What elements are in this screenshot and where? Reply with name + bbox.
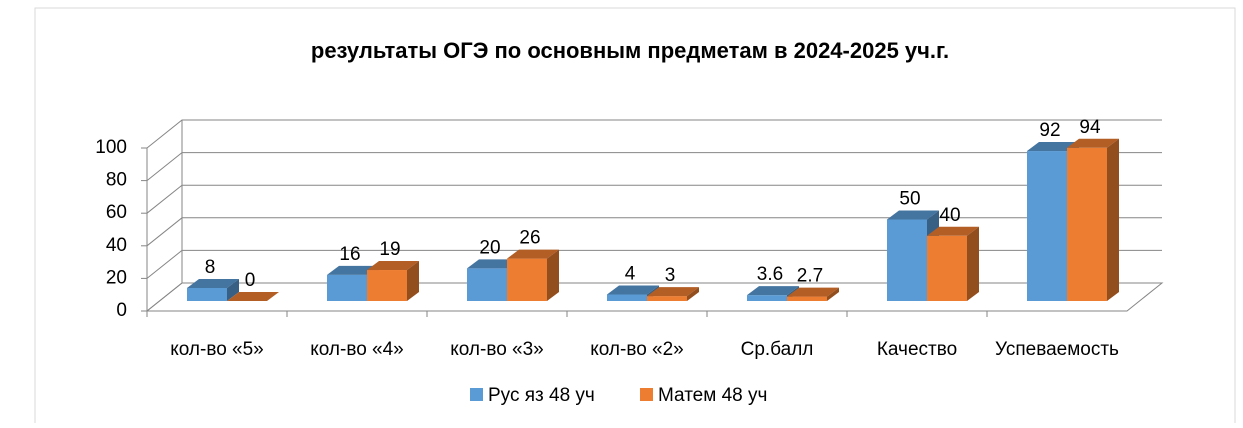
data-label: 3.6 [757, 264, 783, 285]
data-label: 40 [939, 205, 960, 226]
data-label: 8 [205, 257, 216, 278]
bar-side [687, 287, 699, 301]
bar-top [227, 292, 279, 301]
bar-top [467, 259, 519, 269]
legend-swatch [470, 388, 483, 401]
grid-line [146, 119, 1162, 149]
bar-front [747, 295, 787, 301]
bar-front [647, 296, 687, 301]
legend-label: Рус яз 48 уч [488, 385, 595, 406]
bar-front [467, 268, 507, 301]
bar-top [1067, 138, 1119, 148]
bar-front [1027, 151, 1067, 301]
chart-title: результаты ОГЭ по основным предметам в 2… [311, 38, 949, 63]
bar-front [187, 287, 227, 301]
data-label: 20 [479, 237, 500, 258]
legend-swatch [640, 388, 653, 401]
bar [507, 249, 559, 301]
bar [187, 278, 239, 301]
bar-side [547, 249, 559, 301]
bar-side [967, 226, 979, 301]
bar-top [747, 286, 799, 296]
bar-top [507, 249, 559, 259]
y-tick-label: 20 [106, 267, 127, 288]
y-tick-label: 0 [116, 300, 127, 321]
bar [1067, 138, 1119, 301]
x-tick-label: Качество [877, 339, 957, 360]
bar [927, 226, 979, 301]
bar-front [1067, 147, 1107, 301]
bar-top [927, 226, 979, 236]
y-tick-label: 80 [106, 170, 127, 191]
bar-top [187, 278, 239, 288]
x-tick-label: кол-во «2» [590, 339, 684, 360]
bar-top [1027, 142, 1079, 152]
x-tick-label: кол-во «5» [170, 339, 264, 360]
data-label: 94 [1079, 117, 1101, 138]
x-tick-label: Успеваемость [995, 339, 1119, 360]
bar-front [327, 274, 367, 301]
y-tick-label: 60 [106, 202, 127, 223]
grid-line [146, 184, 1162, 214]
y-tick-label: 40 [106, 235, 127, 256]
bar-top [367, 261, 419, 271]
y-tick-label: 100 [95, 137, 127, 158]
bar-top [327, 265, 379, 275]
bar-side [227, 278, 239, 301]
bar-front [887, 219, 927, 301]
bar-top [647, 287, 699, 297]
data-label: 19 [379, 239, 400, 260]
bar-front [607, 294, 647, 301]
bar-front [927, 235, 967, 301]
bar [367, 261, 419, 301]
bar-front [787, 296, 827, 301]
x-tick-label: кол-во «3» [450, 339, 544, 360]
grid-line [146, 249, 1162, 279]
legend-label: Матем 48 уч [658, 385, 767, 406]
bar-top [607, 285, 659, 295]
bar-top [887, 210, 939, 220]
bar-side [407, 261, 419, 301]
data-label: 3 [665, 265, 676, 286]
data-label: 0 [245, 270, 256, 291]
bar [647, 287, 699, 301]
bar-front [367, 270, 407, 301]
bar [787, 287, 839, 301]
bar [227, 292, 279, 301]
floor [145, 282, 1164, 312]
x-tick-label: кол-во «4» [310, 339, 404, 360]
grid-line [146, 152, 1162, 181]
data-label: 92 [1039, 120, 1060, 141]
grid-line [146, 217, 1162, 247]
bar-side [1107, 138, 1119, 301]
x-tick-label: Ср.балл [741, 339, 814, 360]
bar-top [787, 287, 839, 297]
data-label: 2.7 [797, 266, 823, 287]
data-label: 26 [519, 228, 540, 249]
data-label: 50 [899, 189, 920, 210]
data-label: 4 [625, 263, 636, 284]
bar-side [827, 287, 839, 301]
bar-front [507, 258, 547, 301]
data-label: 16 [339, 244, 360, 265]
